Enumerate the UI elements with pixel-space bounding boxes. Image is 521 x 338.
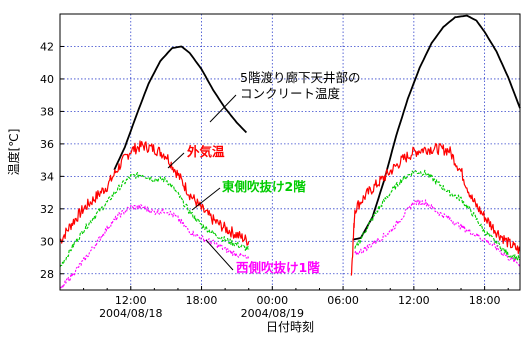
east-leader-line bbox=[191, 187, 221, 211]
concrete-leader-line bbox=[209, 94, 237, 123]
x-date-label: 2004/08/19 bbox=[241, 307, 304, 320]
concrete-series-line bbox=[113, 45, 248, 171]
east-series-line bbox=[354, 169, 521, 261]
y-axis: 28 30 32 34 36 38 40 42 bbox=[40, 40, 64, 281]
west-annotation: 西側吹抜け1階 bbox=[236, 260, 320, 275]
outdoor-leader-line bbox=[167, 152, 185, 169]
west-series-line bbox=[59, 204, 250, 289]
x-date-label: 2004/08/18 bbox=[99, 307, 162, 320]
y-tick-label: 28 bbox=[40, 268, 54, 281]
concrete-series-line bbox=[352, 14, 521, 241]
west-series-line bbox=[354, 199, 521, 267]
plot-frame bbox=[59, 13, 521, 291]
series-lines bbox=[59, 14, 521, 289]
y-tick-label: 30 bbox=[40, 235, 54, 248]
y-tick-label: 42 bbox=[40, 40, 54, 53]
x-tick-label: 12:00 bbox=[115, 294, 147, 307]
x-axis-title: 日付時刻 bbox=[266, 320, 314, 334]
east-annotation: 東側吹抜け2階 bbox=[222, 179, 306, 194]
y-axis-title: 温度[℃] bbox=[6, 129, 21, 176]
outdoor-annotation: 外気温 bbox=[186, 144, 225, 159]
y-tick-label: 32 bbox=[40, 203, 54, 216]
x-tick-label: 12:00 bbox=[398, 294, 430, 307]
y-tick-label: 36 bbox=[40, 138, 54, 151]
east-series-line bbox=[59, 172, 250, 268]
west-leader-line bbox=[205, 239, 234, 271]
concrete-annotation-line1: 5階渡り廊下天井部の bbox=[240, 70, 360, 85]
concrete-annotation-line2: コンクリート温度 bbox=[240, 86, 341, 101]
x-tick-label: 06:00 bbox=[327, 294, 359, 307]
outdoor-series-line bbox=[350, 142, 521, 276]
outdoor-series-line bbox=[59, 140, 250, 246]
y-tick-label: 34 bbox=[40, 170, 54, 183]
x-tick-label: 00:00 bbox=[256, 294, 288, 307]
x-tick-label: 18:00 bbox=[469, 294, 501, 307]
y-tick-label: 40 bbox=[40, 73, 54, 86]
y-tick-label: 38 bbox=[40, 105, 54, 118]
x-tick-label: 18:00 bbox=[186, 294, 218, 307]
